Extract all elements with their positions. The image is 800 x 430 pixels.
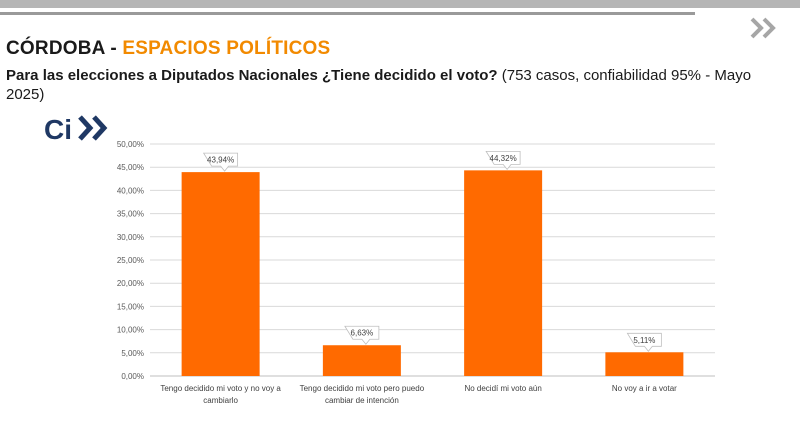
double-chevron-icon (750, 17, 776, 39)
bars (181, 170, 684, 376)
data-label-callout (626, 332, 662, 352)
data-label-callout (344, 325, 380, 345)
y-tick-label: 10,00% (117, 326, 144, 335)
bar (464, 170, 543, 376)
category-label: Tengo decidido mi voto pero puedo (300, 384, 425, 393)
data-labels: 43,94% 6,63% 44,32% 5,11% (202, 150, 662, 352)
category-label: cambiar de intención (325, 396, 399, 405)
page-title: CÓRDOBA - ESPACIOS POLÍTICOS (6, 38, 330, 60)
title-topic: ESPACIOS POLÍTICOS (122, 38, 331, 59)
bar-chart: 0,00% 5,00% 10,00% 15,00% 20,00% 25,00% 30,00%… (117, 140, 715, 405)
y-tick-label: 35,00% (117, 210, 144, 219)
y-tick-label: 40,00% (117, 186, 144, 195)
y-tick-label: 0,00% (121, 372, 144, 381)
data-label: 44,32% (490, 154, 517, 163)
bar (322, 345, 401, 376)
category-label: No decidí mi voto aún (464, 384, 541, 393)
data-label: 43,94% (207, 156, 234, 165)
y-tick-label: 25,00% (117, 256, 144, 265)
category-label: Tengo decidido mi voto y no voy a (160, 384, 281, 393)
data-label: 6,63% (351, 329, 374, 338)
survey-question: Para las elecciones a Diputados Nacional… (6, 67, 498, 84)
chart-subtitle: Para las elecciones a Diputados Nacional… (6, 66, 786, 104)
logo-text: Ci (44, 114, 72, 144)
data-label-callout (485, 150, 521, 170)
title-region: CÓRDOBA - (6, 38, 123, 59)
y-tick-label: 50,00% (117, 140, 144, 149)
y-tick-label: 15,00% (117, 302, 144, 311)
y-tick-label: 5,00% (121, 349, 144, 358)
x-axis-categories: Tengo decidido mi voto y no voy a cambiar… (160, 384, 677, 405)
data-label: 5,11% (633, 336, 655, 345)
ci-logo: Ci (44, 114, 108, 144)
top-band (0, 0, 800, 8)
y-tick-label: 20,00% (117, 279, 144, 288)
category-label: No voy a ir a votar (612, 384, 677, 393)
y-tick-label: 45,00% (117, 163, 144, 172)
y-tick-label: 30,00% (117, 233, 144, 242)
top-rule (0, 12, 695, 15)
bar (605, 352, 684, 376)
survey-details: (753 casos, confiabilidad 95% - Mayo 202… (6, 67, 752, 103)
data-label-callout (202, 152, 239, 172)
y-axis-ticks: 0,00% 5,00% 10,00% 15,00% 20,00% 25,00% 30,00%… (117, 140, 144, 381)
category-label: cambiarlo (203, 396, 238, 405)
bar (181, 172, 260, 376)
